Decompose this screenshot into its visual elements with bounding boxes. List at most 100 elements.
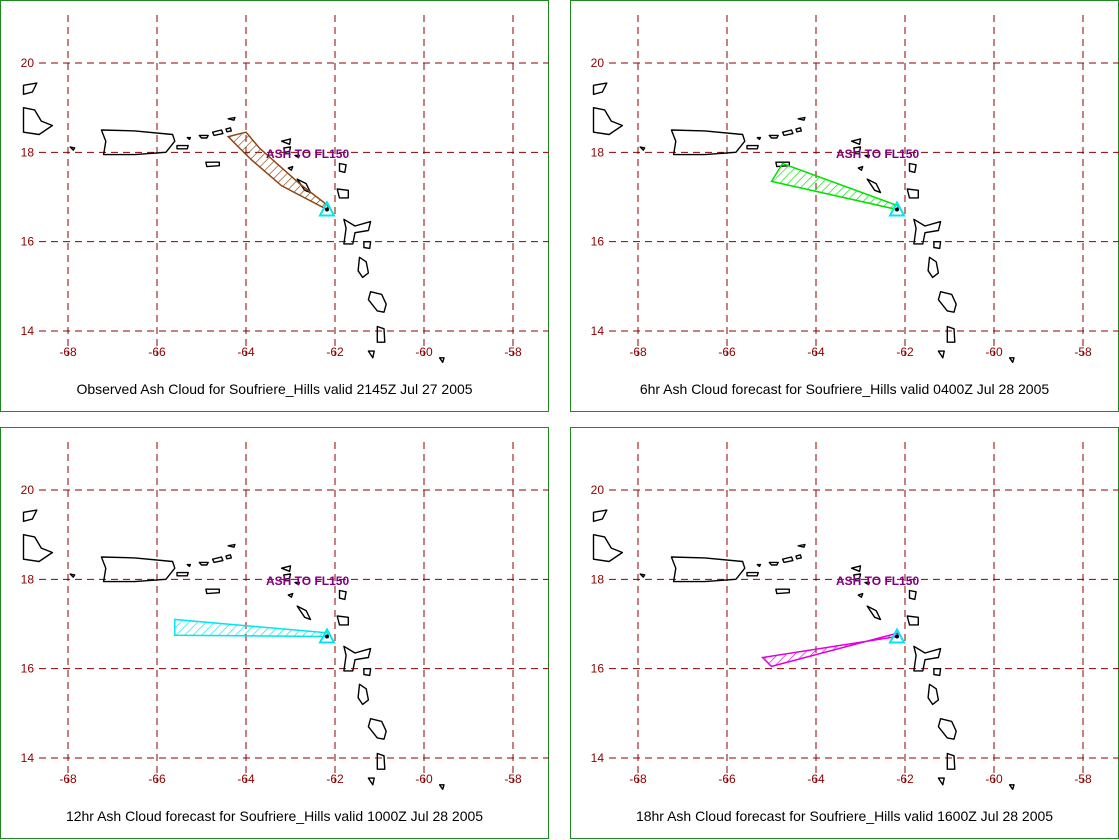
- coastline-vieques: [176, 571, 189, 577]
- coastline-saba-statia: [857, 165, 864, 171]
- lat-tick-label: 14: [591, 324, 605, 338]
- coastline-barbuda: [338, 589, 347, 601]
- lat-tick-label: 14: [21, 324, 35, 338]
- lon-tick-label: -62: [326, 345, 344, 359]
- coastline-barbados-north: [438, 357, 445, 363]
- coastline-antigua: [906, 188, 919, 199]
- coastline-anegada: [227, 543, 236, 548]
- ash-cloud-polygon: [174, 618, 330, 638]
- coastline-guadeloupe: [913, 645, 942, 672]
- coastline-antigua: [906, 615, 919, 626]
- coastline-marie-galante: [363, 667, 372, 677]
- coastline-culebra: [186, 563, 192, 568]
- lat-tick-label: 14: [21, 751, 35, 765]
- coastline-st-kitts: [866, 178, 882, 194]
- coastline-hispaniola: [592, 533, 624, 563]
- map-canvas: -68 -66 -64 -62 -60 -58 20 18 16 14 ASH TO FL150: [21, 15, 549, 363]
- lat-tick-label: 20: [591, 483, 605, 497]
- coastline-culebra: [756, 136, 762, 141]
- lat-tick-label: 20: [21, 56, 35, 70]
- map-canvas: -68 -66 -64 -62 -60 -58 20 18 16 14 ASH TO FL150: [21, 442, 549, 790]
- lon-tick-label: -66: [718, 772, 736, 786]
- coastline-vieques: [746, 571, 759, 577]
- volcano-point: [324, 634, 329, 639]
- volcano-triangle-icon: [318, 627, 336, 644]
- coastline-dominica: [927, 256, 940, 279]
- lat-tick-label: 18: [591, 572, 605, 586]
- coastline-virgin-gorda: [795, 554, 803, 560]
- map-panel-18hr: -68 -66 -64 -62 -60 -58 20 18 16 14 ASH TO FL150 1…: [570, 427, 1119, 839]
- lon-tick-label: -66: [148, 772, 166, 786]
- coastline-puerto-rico: [670, 129, 746, 156]
- lon-tick-label: -58: [504, 772, 522, 786]
- coastline-st-martin: [283, 573, 292, 581]
- coastline-st-john-tortola: [781, 556, 794, 564]
- lon-tick-label: -68: [59, 345, 77, 359]
- lat-tick-label: 18: [21, 145, 35, 159]
- coastline-st-croix: [205, 161, 221, 168]
- lon-tick-label: -66: [718, 345, 736, 359]
- coastline-puerto-rico: [100, 129, 176, 156]
- coastline-puerto-rico: [100, 556, 176, 583]
- panel-caption: Observed Ash Cloud for Soufriere_Hills v…: [76, 381, 473, 397]
- lon-tick-label: -60: [415, 345, 433, 359]
- panel-caption: 18hr Ash Cloud forecast for Soufriere_Hi…: [635, 808, 1054, 824]
- coastline-marie-galante: [933, 240, 942, 250]
- coastline-st-barts: [864, 581, 871, 586]
- volcano-point: [894, 207, 899, 212]
- lat-tick-label: 20: [21, 483, 35, 497]
- coastline-st-vincent-north: [367, 777, 375, 786]
- coastline-puerto-rico: [670, 556, 746, 583]
- coastline-anguilla: [850, 565, 862, 573]
- lon-tick-label: -62: [326, 772, 344, 786]
- lon-tick-label: -66: [148, 345, 166, 359]
- coastline-guadeloupe: [913, 218, 942, 245]
- lon-tick-label: -58: [1074, 345, 1092, 359]
- lon-tick-label: -60: [415, 772, 433, 786]
- coastline-martinique: [367, 718, 387, 740]
- coastline-st-thomas: [768, 134, 779, 139]
- lon-tick-label: -68: [59, 772, 77, 786]
- coastline-guadeloupe: [343, 218, 372, 245]
- coastline-mona: [69, 573, 76, 578]
- volcano-triangle-icon: [888, 627, 906, 644]
- coastline-culebra: [186, 136, 192, 141]
- map-panel-observed: -68 -66 -64 -62 -60 -58 20 18 16 14 ASH TO FL150 O…: [0, 0, 549, 412]
- lat-tick-label: 18: [591, 145, 605, 159]
- coastline-martinique: [937, 718, 957, 740]
- volcano-point: [894, 634, 899, 639]
- coastline-st-barts: [864, 154, 871, 159]
- coastline-st-lucia: [946, 325, 956, 343]
- lat-tick-label: 14: [591, 751, 605, 765]
- coastline-st-kitts: [866, 605, 882, 621]
- coastline-barbados-north: [1008, 784, 1015, 790]
- coastline-anguilla: [280, 565, 292, 573]
- coastline-st-croix: [775, 588, 791, 595]
- coastline-dominica: [357, 683, 370, 706]
- coastline-martinique: [937, 291, 957, 313]
- coastline-hispaniola-north: [592, 82, 608, 96]
- coastline-barbuda: [908, 162, 917, 174]
- ash-height-label: ASH TO FL150: [266, 574, 349, 588]
- coastline-anguilla: [280, 138, 292, 146]
- coastline-st-lucia: [946, 752, 956, 770]
- panel-caption: 12hr Ash Cloud forecast for Soufriere_Hi…: [65, 808, 484, 824]
- coastline-anegada: [227, 116, 236, 121]
- lon-tick-label: -64: [237, 345, 255, 359]
- coastline-virgin-gorda: [225, 127, 233, 133]
- coastline-st-martin: [853, 573, 862, 581]
- coastline-hispaniola-north: [22, 82, 38, 96]
- ash-height-label: ASH TO FL150: [266, 147, 349, 161]
- lon-tick-label: -60: [985, 345, 1003, 359]
- coastline-mona: [69, 146, 76, 151]
- coastline-st-lucia: [376, 752, 386, 770]
- lon-tick-label: -62: [896, 772, 914, 786]
- coastline-marie-galante: [363, 240, 372, 250]
- coastline-mona: [639, 146, 646, 151]
- coastline-hispaniola: [592, 106, 624, 136]
- lon-tick-label: -60: [985, 772, 1003, 786]
- coastline-virgin-gorda: [225, 554, 233, 560]
- ash-cloud-polygon: [761, 631, 900, 668]
- coastline-st-barts: [294, 154, 301, 159]
- coastline-st-john-tortola: [781, 129, 794, 137]
